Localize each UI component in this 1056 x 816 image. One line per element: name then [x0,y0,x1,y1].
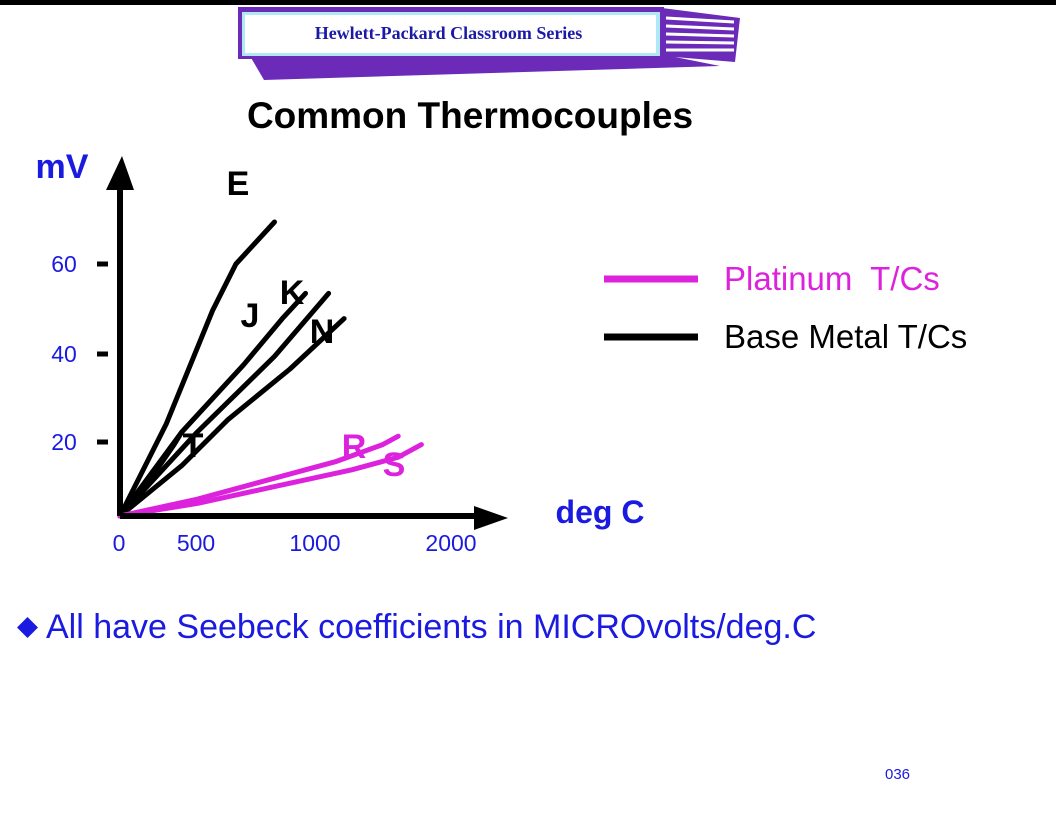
series-label-T: T [183,427,204,465]
x-tick-label: 1000 [289,530,340,556]
x-tick-label: 2000 [425,530,476,556]
series-label-S: S [383,446,406,484]
y-tick-label: 60 [51,251,77,277]
slide-title: Common Thermocouples [246,95,694,136]
series-label-R: R [342,428,367,466]
y-tick-label: 40 [51,341,77,367]
header-book-graphic [238,7,740,80]
series-N-line [117,316,347,519]
x-tick-label: 0 [113,530,126,556]
series-label-E: E [227,165,250,203]
series-S-line [117,442,424,519]
page-number: 036 [885,766,911,783]
series-R-line [117,433,401,519]
legend-label: Platinum T/Cs [724,260,940,297]
y-tick-label: 20 [51,429,77,455]
series-label-J: J [241,297,260,335]
series-label-K: K [280,274,305,312]
bullet-text: All have Seebeck coefficients in MICROvo… [46,608,817,646]
x-tick-label: 500 [177,530,215,556]
series-label-N: N [310,313,335,351]
legend-label: Base Metal T/Cs [724,318,967,355]
y-axis-arrow-icon [106,156,134,190]
series-E-line [117,219,277,519]
x-axis-label: deg C [556,494,645,530]
diamond-bullet-icon [17,617,38,638]
series-K-line [117,290,332,519]
x-axis-arrow-icon [474,506,508,530]
bullet-point: All have Seebeck coefficients in MICROvo… [17,608,816,647]
header-label: Hewlett-Packard Classroom Series [314,22,583,43]
y-axis-label: mV [36,148,89,186]
series-T-line [117,429,185,519]
top-border [0,0,1056,5]
